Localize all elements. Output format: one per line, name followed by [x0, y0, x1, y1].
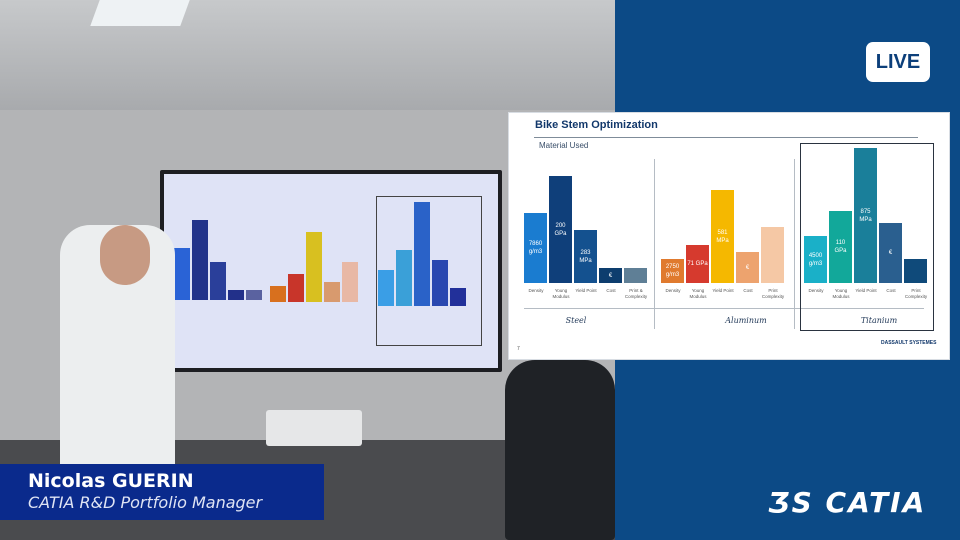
tv-slide [164, 174, 498, 368]
bar-titanium-3: € [879, 223, 902, 283]
ceiling-light [90, 0, 190, 26]
bar-label: Young Modulus [552, 288, 570, 299]
dassault-logo: DASSAULT SYSTEMES [881, 340, 937, 346]
3ds-logo-icon: ƷS [768, 486, 826, 519]
bar-aluminum-4 [761, 227, 784, 283]
bar-titanium-4 [904, 259, 927, 283]
bar-label: Cost [606, 288, 616, 293]
bar-label: Print Complexity [904, 288, 928, 299]
bar-label: Density [665, 288, 681, 293]
bar-label: Yield Point [712, 288, 734, 293]
bar-label: Young Modulus [689, 288, 707, 299]
titanium-highlight-box [800, 143, 934, 331]
bar-aluminum-2: 581 MPa [711, 190, 734, 283]
bar-label: Yield Point [575, 288, 597, 293]
bar-titanium-1: 110 GPa [829, 211, 852, 283]
name-banner [0, 464, 324, 520]
bar-label: Print & Complexity [624, 288, 648, 299]
bar-label: Cost [886, 288, 896, 293]
bar-steel-3: € [599, 268, 622, 283]
bar-label: Density [528, 288, 544, 293]
bar-label: Yield Point [855, 288, 877, 293]
bar-aluminum-0: 2750 g/m3 [661, 259, 684, 283]
bar-label: Young Modulus [832, 288, 850, 299]
slide-title: Bike Stem Optimization [535, 119, 658, 131]
group-label-aluminum: Aluminum [725, 316, 767, 325]
group-divider [654, 159, 655, 329]
title-divider [534, 137, 918, 138]
group-label-steel: Steel [565, 316, 587, 325]
bar-label: Density [808, 288, 824, 293]
group-label-titanium: Titanium [860, 316, 898, 325]
slide-overlay: Bike Stem Optimization Material Used 786… [508, 112, 950, 360]
bar-aluminum-3: € [736, 252, 759, 283]
baseline-divider [524, 308, 924, 309]
bar-aluminum-1: 71 GPa [686, 245, 709, 283]
bar-titanium-0: 4500 g/m3 [804, 236, 827, 283]
catia-logo: ƷS CATIA [768, 486, 926, 519]
speaker-name: Nicolas GUERIN [28, 470, 194, 492]
bar-steel-2: 283 MPa [574, 230, 597, 283]
slide-subtitle: Material Used [539, 141, 589, 150]
bar-label: Print Complexity [761, 288, 785, 299]
speaker-head [100, 225, 150, 285]
ceiling [0, 0, 615, 110]
projector [266, 410, 362, 446]
bar-steel-4 [624, 268, 647, 283]
speaker-title: CATIA R&D Portfolio Manager [28, 493, 263, 512]
bar-label: Cost [743, 288, 753, 293]
bar-steel-0: 7860 g/m3 [524, 213, 547, 283]
catia-logo-text: CATIA [825, 486, 927, 519]
bar-steel-1: 200 GPa [549, 176, 572, 283]
bar-titanium-2: 875 MPa [854, 148, 877, 283]
slide-page-number: 7 [517, 346, 520, 352]
group-divider [794, 159, 795, 329]
live-badge: LIVE [866, 42, 930, 82]
second-person [505, 360, 615, 540]
